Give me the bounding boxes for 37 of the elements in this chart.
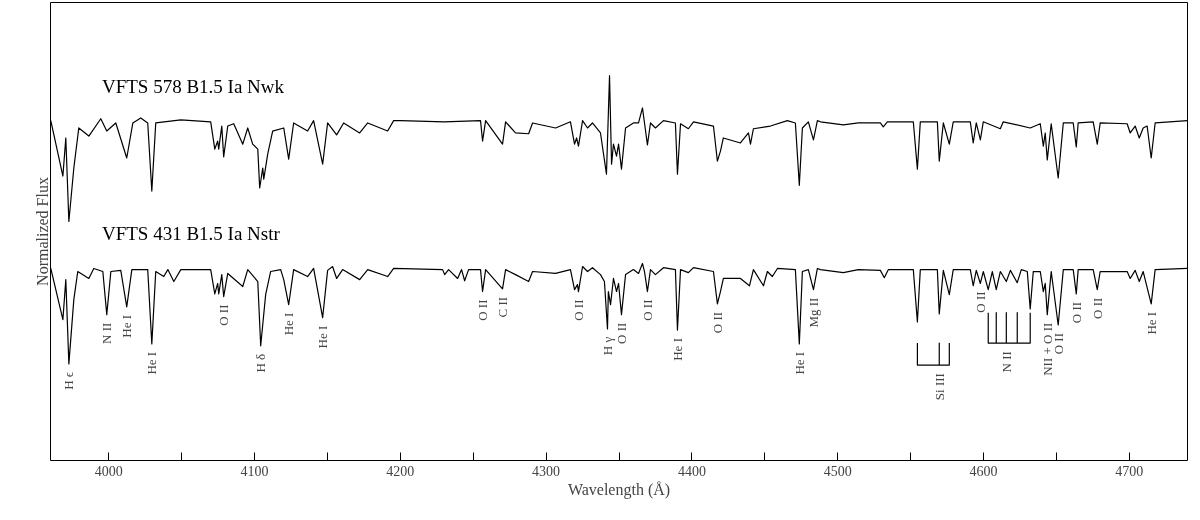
annotation: Mg II (805, 297, 821, 328)
x-tick-label: 4500 (823, 463, 852, 479)
y-axis-title: Normalized Flux (33, 177, 51, 286)
annotation: He I (315, 325, 331, 349)
x-tick-label: 4400 (677, 463, 706, 479)
x-tick-label: 4700 (1115, 463, 1144, 479)
series-label: VFTS 431 B1.5 Ia Nstr (101, 223, 281, 245)
x-tick-label: 4100 (240, 463, 269, 479)
annotation: H δ (253, 353, 269, 373)
annotation: He I (119, 314, 135, 338)
annotation: O II (639, 299, 655, 321)
x-tick-label: 4600 (969, 463, 998, 479)
annotation: O II (475, 299, 491, 321)
annotation: He I (669, 338, 685, 361)
annotation: N II (998, 351, 1014, 373)
annotation: O II (709, 311, 725, 334)
annotation: O II (570, 299, 586, 321)
annotation: Si III (931, 373, 947, 401)
annotation: O II (1068, 301, 1084, 324)
annotation: He I (144, 351, 160, 375)
annotation: He I (1143, 311, 1159, 335)
annotation: C II (495, 296, 511, 318)
series-label: VFTS 578 B1.5 Ia Nwk (101, 75, 285, 97)
annotation: H γ (599, 336, 615, 356)
annotation: He I (281, 312, 297, 336)
annotation: He I (791, 351, 807, 375)
annotation: NII + O II (1039, 322, 1055, 376)
x-tick-label: 4200 (386, 463, 415, 479)
x-axis-title: Wavelength (Å) (567, 480, 671, 499)
annotation: O II (972, 291, 988, 313)
annotation: O II (613, 322, 629, 344)
annotation: N II (99, 322, 115, 344)
x-tick-label: 4300 (532, 463, 561, 479)
annotation: O II (1089, 297, 1105, 319)
annotation: O II (216, 304, 232, 326)
x-tick-label: 4000 (94, 463, 123, 479)
annotation: H ϵ (61, 371, 77, 390)
